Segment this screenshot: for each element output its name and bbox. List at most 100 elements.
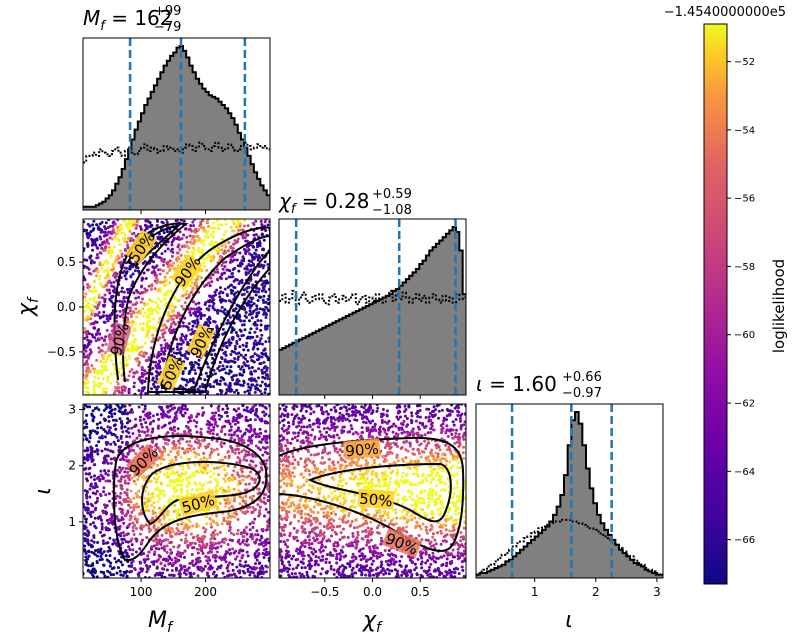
scatter-point <box>247 271 251 275</box>
scatter-point <box>235 219 239 222</box>
scatter-point <box>244 415 248 419</box>
scatter-point <box>145 330 149 334</box>
scatter-point <box>162 567 166 571</box>
scatter-point <box>230 375 234 379</box>
scatter-point <box>89 475 93 479</box>
scatter-point <box>215 554 219 558</box>
scatter-point <box>98 274 102 278</box>
scatter-point <box>236 434 240 438</box>
scatter-point <box>237 269 241 273</box>
scatter-point <box>160 347 164 351</box>
scatter-point <box>177 243 181 247</box>
scatter-point <box>169 534 173 538</box>
scatter-point <box>132 503 136 507</box>
scatter-point <box>209 518 213 522</box>
scatter-point <box>111 418 115 422</box>
scatter-point <box>188 561 192 565</box>
scatter-point <box>263 312 267 316</box>
scatter-point <box>131 272 135 276</box>
scatter-point <box>100 368 104 372</box>
scatter-point <box>238 328 242 332</box>
scatter-point <box>193 238 197 242</box>
scatter-point <box>139 540 143 544</box>
scatter-point <box>195 437 199 441</box>
scatter-point <box>181 340 185 344</box>
scatter-point <box>101 377 105 381</box>
scatter-point <box>184 324 188 328</box>
scatter-point <box>114 274 118 278</box>
scatter-point <box>260 371 264 375</box>
scatter-point <box>237 538 241 542</box>
scatter-point <box>168 541 172 545</box>
scatter-point <box>178 575 182 578</box>
scatter-point <box>215 219 219 223</box>
scatter-point <box>220 357 224 361</box>
scatter-point <box>120 388 124 392</box>
scatter-point <box>242 528 246 532</box>
scatter-point <box>255 383 259 387</box>
scatter-point <box>260 417 264 421</box>
scatter-point <box>258 431 262 435</box>
scatter-point <box>103 293 107 297</box>
scatter-point <box>87 549 91 553</box>
scatter-point <box>199 547 203 551</box>
scatter-point <box>94 289 98 293</box>
scatter-point <box>83 532 87 536</box>
scatter-point <box>85 332 89 336</box>
scatter-point <box>262 544 266 548</box>
scatter-point <box>210 280 214 284</box>
scatter-point <box>84 292 88 296</box>
scatter-point <box>126 236 130 240</box>
scatter-point <box>119 436 123 440</box>
scatter-point <box>237 364 241 368</box>
scatter-point <box>136 290 140 294</box>
scatter-point <box>236 426 240 430</box>
scatter-point <box>186 545 190 549</box>
scatter-point <box>121 466 125 470</box>
scatter-point <box>230 433 234 437</box>
scatter-point <box>92 380 96 384</box>
scatter-point <box>102 511 106 515</box>
scatter-point <box>185 476 189 480</box>
scatter-point <box>257 435 261 439</box>
scatter-point <box>222 233 226 237</box>
scatter-point <box>172 261 176 265</box>
scatter-point <box>152 526 156 530</box>
scatter-point <box>102 563 106 567</box>
scatter-point <box>96 269 100 273</box>
scatter-point <box>153 487 157 491</box>
scatter-point <box>212 472 216 476</box>
scatter-point <box>215 267 219 271</box>
scatter-point <box>266 262 270 266</box>
scatter-point <box>84 472 88 476</box>
scatter-point <box>249 372 253 376</box>
scatter-point <box>239 383 243 387</box>
scatter-point <box>226 565 230 569</box>
scatter-point <box>95 332 99 336</box>
scatter-point <box>230 326 234 330</box>
scatter-point <box>95 489 99 493</box>
scatter-point <box>207 315 211 319</box>
scatter-point <box>90 243 94 247</box>
scatter-point <box>182 571 186 575</box>
scatter-point <box>159 482 163 486</box>
scatter-point <box>242 370 246 374</box>
scatter-point <box>177 572 181 576</box>
scatter-point <box>108 564 112 568</box>
scatter-point <box>236 237 240 241</box>
scatter-point <box>255 487 259 491</box>
scatter-point <box>240 564 244 568</box>
scatter-point <box>218 360 222 364</box>
scatter-point <box>258 427 262 431</box>
scatter-point <box>242 319 246 323</box>
scatter-point <box>216 311 220 315</box>
scatter-point <box>139 227 143 231</box>
scatter-point <box>248 252 252 256</box>
scatter-point <box>253 255 257 259</box>
scatter-point <box>140 290 144 294</box>
scatter-point <box>147 220 151 224</box>
scatter-point <box>172 487 176 491</box>
scatter-point <box>254 293 258 297</box>
scatter-point <box>190 552 194 556</box>
scatter-point <box>118 228 122 232</box>
